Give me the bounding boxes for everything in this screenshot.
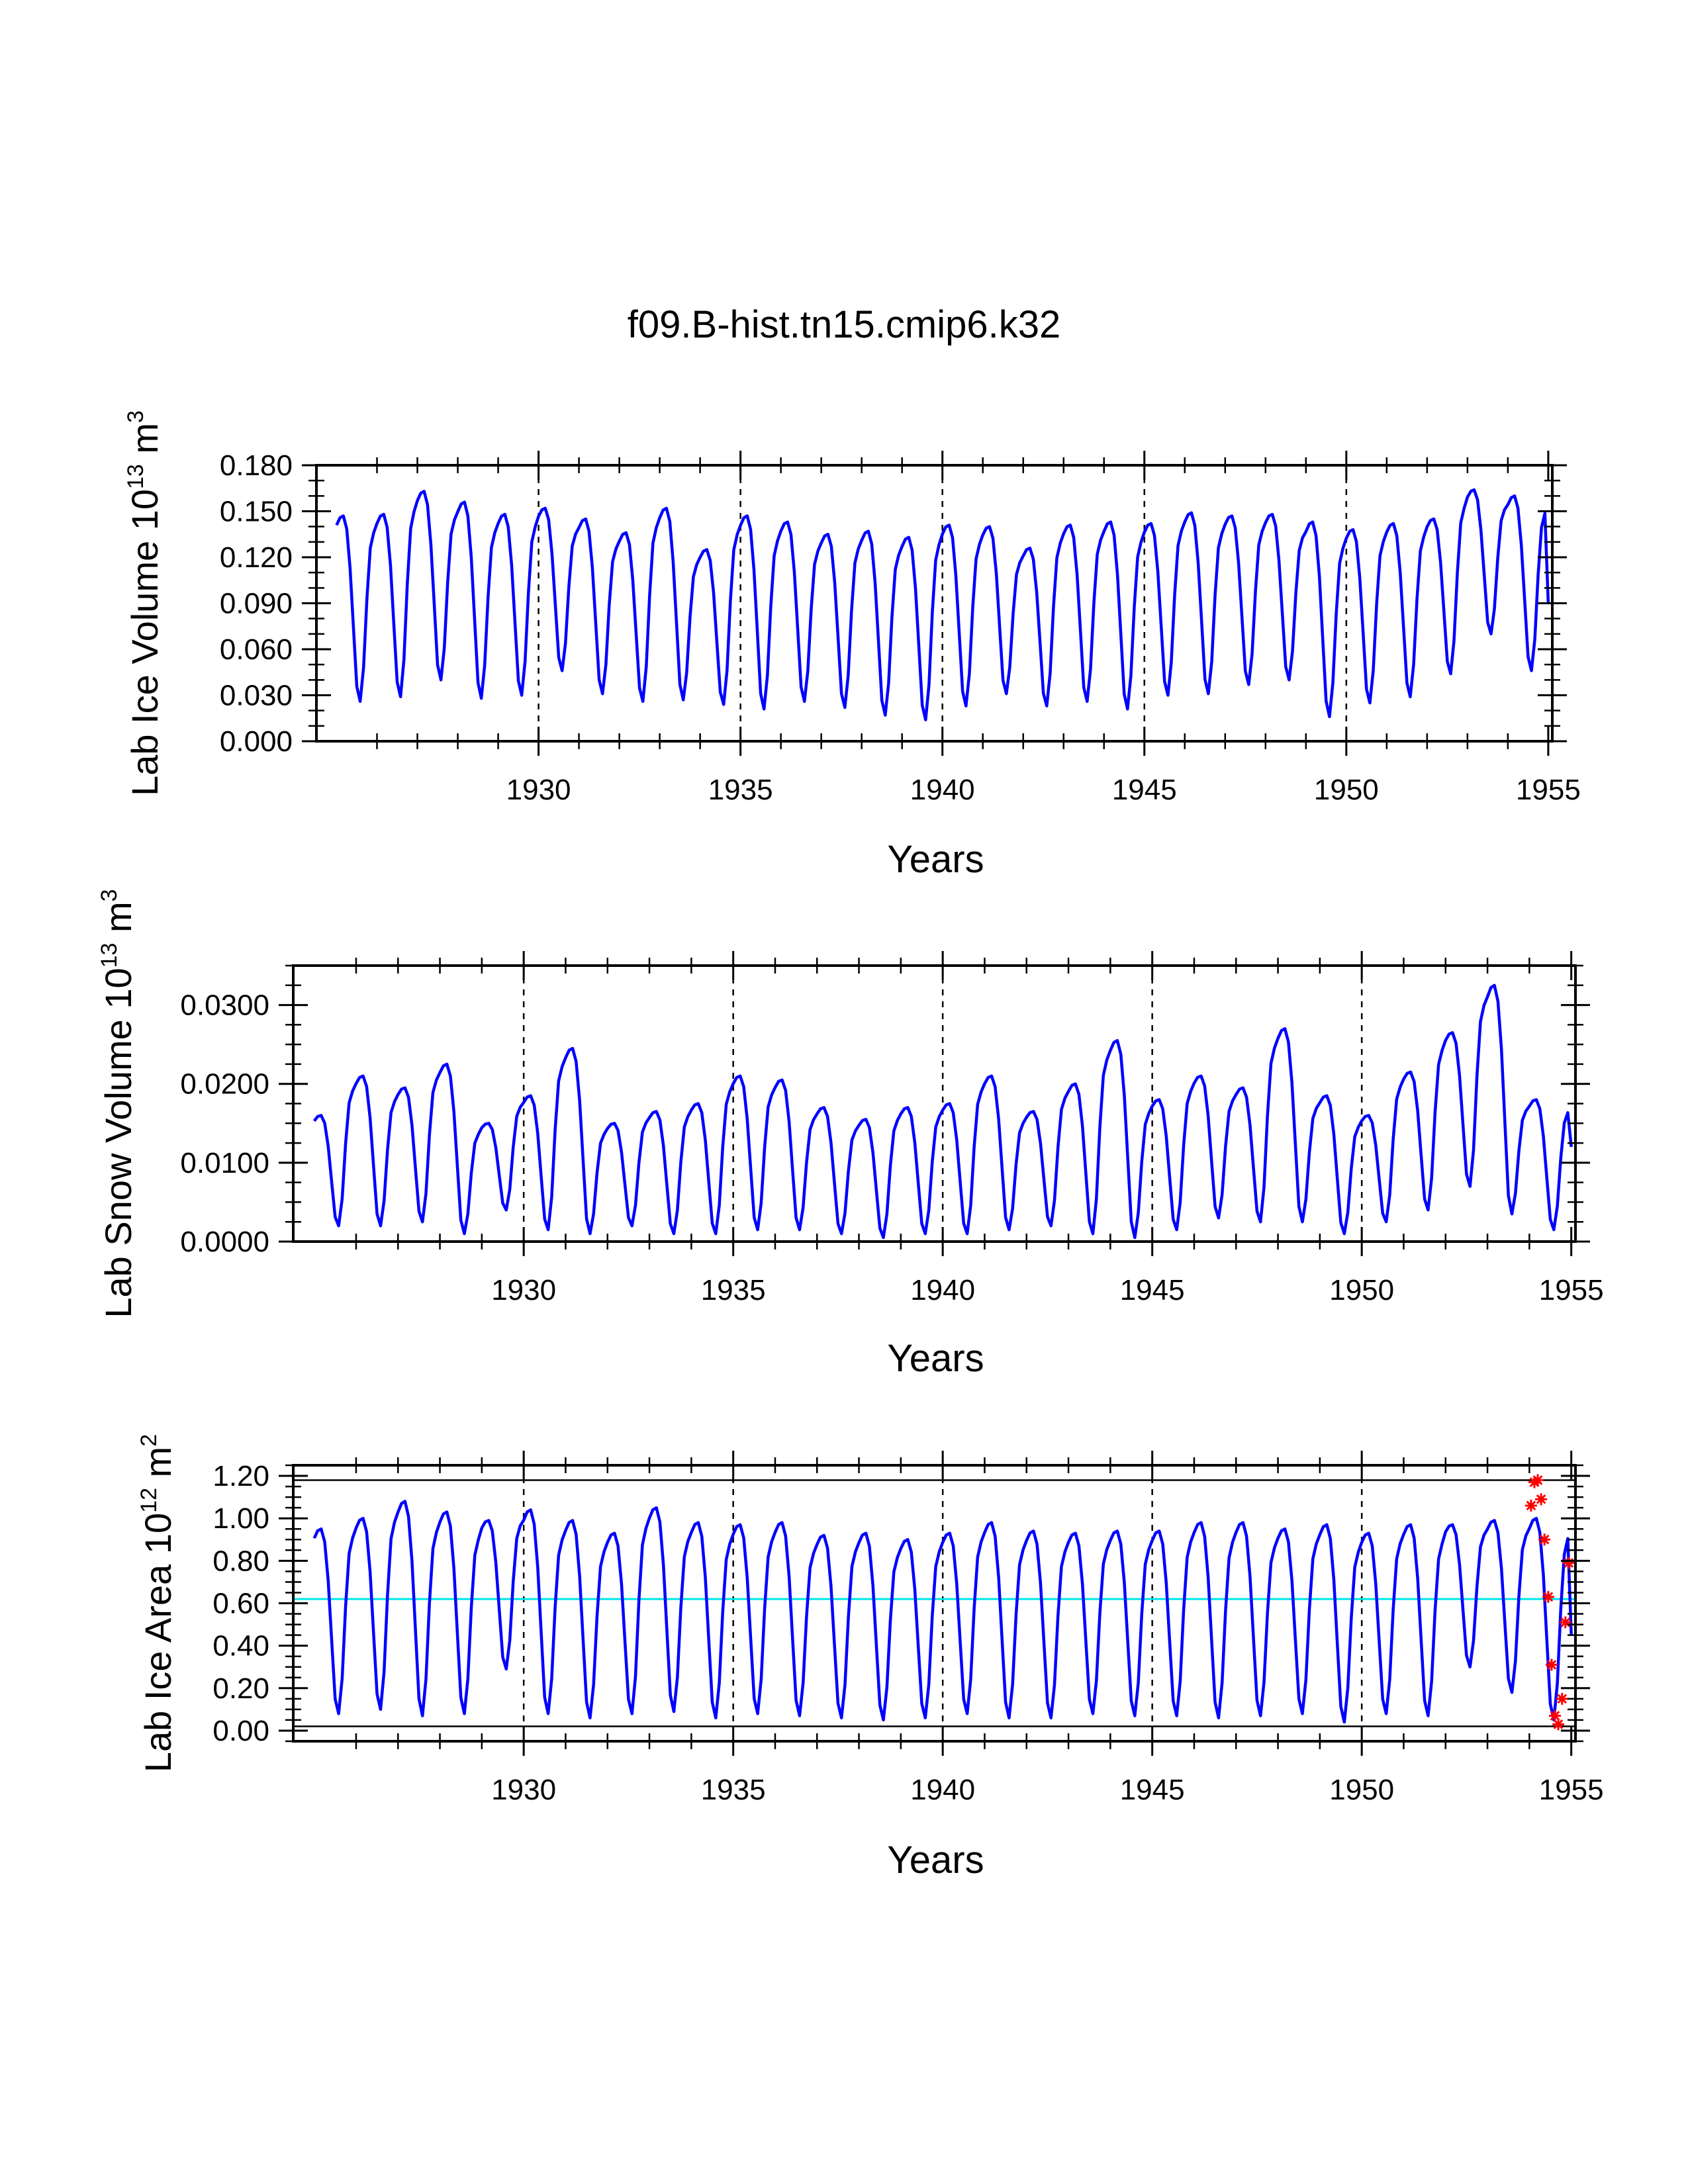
marker-5 [1542, 1590, 1554, 1603]
y-tick-label: 0.40 [212, 1630, 269, 1662]
y-tick-label: 0.030 [220, 680, 293, 712]
marker-6 [1545, 1659, 1558, 1671]
snow-volume-series [312, 983, 1573, 1240]
ylabel-unit-exponent: 2 [136, 1434, 162, 1447]
marker-8 [1552, 1718, 1565, 1731]
x-tick-label: 1950 [1314, 774, 1379, 806]
x-tick-label: 1945 [1120, 1774, 1185, 1806]
series-line [335, 488, 1550, 721]
y-tick-label: 1.00 [212, 1502, 269, 1535]
ylabel-prefix: Lab Ice Volume 10 [124, 489, 165, 796]
ylabel-unit-exponent: 3 [97, 889, 122, 901]
y-tick-label: 0.00 [212, 1715, 269, 1747]
ice-volume-series [335, 488, 1550, 721]
marker-9 [1556, 1692, 1568, 1705]
x-tick-label: 1955 [1539, 1774, 1604, 1806]
x-tick-label: 1930 [506, 774, 571, 806]
marker-points [1524, 1474, 1575, 1731]
x-tick-label: 1940 [910, 1274, 975, 1306]
x-tick-label: 1935 [708, 774, 773, 806]
year-gridlines [522, 966, 1363, 1242]
series-line [312, 983, 1573, 1240]
marker-0 [1524, 1499, 1537, 1512]
x-tick-label: 1945 [1112, 774, 1177, 806]
ylabel-prefix: Lab Ice Area 10 [137, 1513, 179, 1772]
y-tick-label: 1.20 [212, 1460, 269, 1492]
series-line [312, 1500, 1573, 1724]
y-tick-label: 0.60 [212, 1588, 269, 1620]
y-axis-label: Lab Ice Area 1012 m2 [136, 1434, 179, 1772]
plot-frame [292, 964, 1577, 1243]
ylabel-unit: m [124, 423, 165, 464]
x-tick-label: 1940 [910, 1774, 975, 1806]
x-tick-label: 1950 [1329, 1774, 1394, 1806]
x-axis-label: Years [887, 1839, 984, 1882]
ylabel-unit: m [97, 901, 139, 942]
year-gridlines [538, 465, 1348, 741]
ylabel-unit: m [137, 1447, 179, 1488]
ylabel-unit-exponent: 3 [123, 410, 148, 423]
x-tick-label: 1955 [1539, 1274, 1604, 1306]
x-tick-label: 1930 [491, 1774, 556, 1806]
x-tick-label: 1950 [1329, 1274, 1394, 1306]
y-tick-label: 0.180 [220, 449, 293, 482]
x-tick-label: 1935 [701, 1274, 766, 1306]
y-tick-label: 0.120 [220, 541, 293, 574]
marker-11 [1562, 1557, 1575, 1569]
marker-2 [1532, 1474, 1544, 1486]
x-axis-label: Years [887, 1337, 984, 1380]
y-tick-label: 0.000 [220, 725, 293, 758]
ylabel-exponent: 13 [123, 464, 148, 489]
marker-7 [1548, 1709, 1561, 1722]
x-axis-label: Years [887, 838, 984, 881]
ylabel-prefix: Lab Snow Volume 10 [97, 968, 139, 1318]
panel-snow-volume: 1930 1935 1940 1945 1950 1955 0.0000 0.0100 0.02… [97, 889, 1604, 1380]
y-tick-label: 0.80 [212, 1545, 269, 1577]
marker-3 [1535, 1493, 1548, 1506]
y-tick-label: 0.0300 [180, 989, 269, 1022]
panel-ice-area: 1930 1935 1940 1945 1950 1955 0.00 0.20 0.40 0.60… [136, 1434, 1604, 1882]
y-tick-label: 0.060 [220, 633, 293, 666]
x-tick-label: 1935 [701, 1774, 766, 1806]
y-tick-label: 0.0000 [180, 1226, 269, 1258]
y-axis-label: Lab Snow Volume 1013 m3 [97, 889, 139, 1318]
y-tick-label: 0.0100 [180, 1147, 269, 1179]
axis-ticks: 1930 1935 1940 1945 1950 1955 0.000 0.030 0.060 0… [220, 449, 1581, 806]
marker-10 [1559, 1616, 1571, 1629]
x-tick-label: 1945 [1120, 1274, 1185, 1306]
marker-4 [1538, 1533, 1551, 1546]
ylabel-exponent: 12 [136, 1488, 162, 1513]
x-tick-label: 1940 [910, 774, 975, 806]
x-tick-label: 1930 [491, 1274, 556, 1306]
y-tick-label: 0.150 [220, 496, 293, 528]
y-tick-label: 0.20 [212, 1672, 269, 1705]
axis-ticks: 1930 1935 1940 1945 1950 1955 0.00 0.20 0.40 0.60… [212, 1451, 1604, 1806]
y-tick-label: 0.0200 [180, 1068, 269, 1101]
y-tick-label: 0.090 [220, 588, 293, 620]
year-gridlines [522, 1465, 1363, 1741]
figure-title: f09.B-hist.tn15.cmip6.k32 [628, 303, 1060, 346]
ylabel-exponent: 13 [97, 943, 122, 968]
x-tick-label: 1955 [1516, 774, 1581, 806]
ice-area-series [312, 1500, 1573, 1724]
axis-ticks: 1930 1935 1940 1945 1950 1955 0.0000 0.0100 0.02… [180, 951, 1604, 1306]
y-axis-label: Lab Ice Volume 1013 m3 [123, 410, 165, 796]
panel-ice-volume: 1930 1935 1940 1945 1950 1955 0.000 0.030 0.060 0… [123, 410, 1581, 881]
